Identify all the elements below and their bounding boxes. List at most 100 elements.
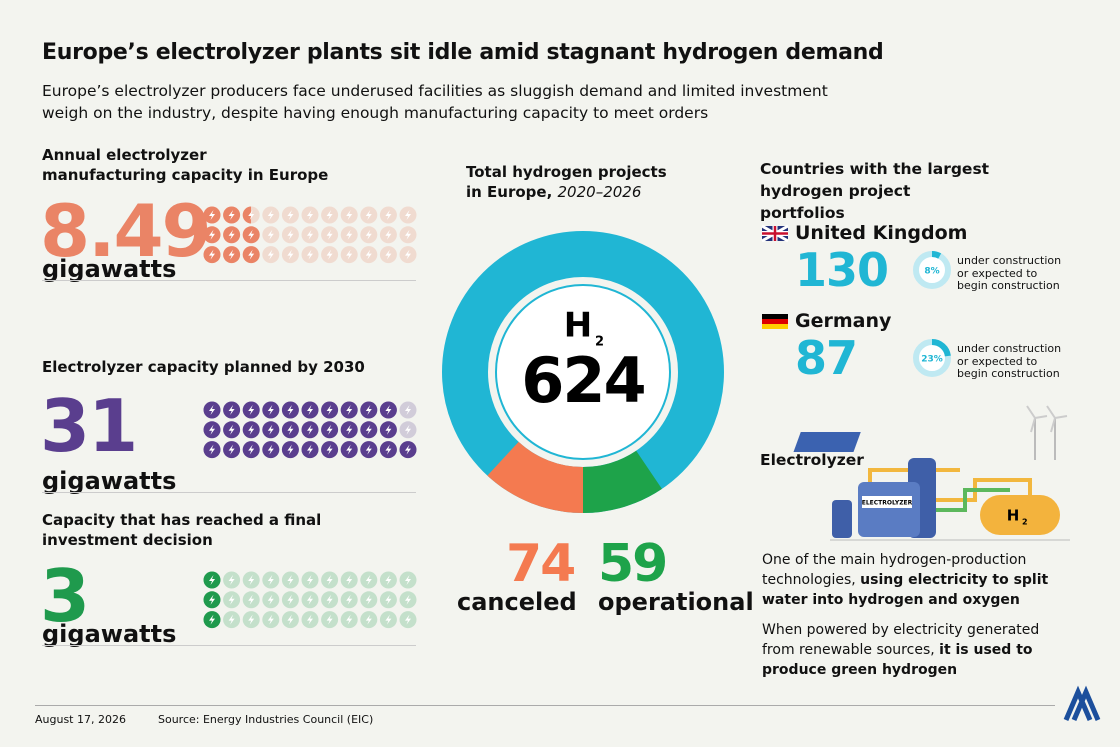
bolt [346, 444, 353, 455]
bolt [248, 424, 255, 435]
icon-filled [262, 401, 280, 419]
icon-filled [223, 246, 241, 264]
icon-filled [242, 401, 260, 419]
source: Source: Energy Industries Council (EIC) [158, 713, 374, 726]
capacity-unit: gigawatts [42, 255, 177, 283]
bolt [248, 229, 255, 240]
share-label: 8% [924, 267, 939, 277]
bolt [326, 614, 333, 625]
paragraph-text: When powered by electricity generated fr… [762, 622, 1040, 658]
projects-title: Total hydrogen projects in Europe, 2020–… [466, 162, 686, 202]
icon-filled [223, 421, 241, 439]
bolt [346, 210, 353, 220]
projects-title-text: Total hydrogen projects in Europe, [466, 163, 667, 201]
bolt [248, 614, 255, 625]
bolt [405, 444, 411, 455]
icon-filled [340, 401, 358, 419]
paragraphs: One of the main hydrogen-production tech… [762, 550, 1062, 680]
flag-stripe [762, 314, 788, 319]
bolt [287, 614, 294, 625]
subtitle: Europe’s electrolyzer producers face und… [42, 82, 828, 122]
icon-filled [203, 246, 221, 264]
panel [793, 432, 861, 452]
bolt [307, 210, 313, 220]
bolt [267, 594, 274, 605]
bolt [209, 594, 215, 605]
bolt [346, 405, 353, 415]
capacity-unit: gigawatts [42, 467, 177, 495]
icon-filled [340, 441, 358, 459]
electrolyzer [858, 482, 920, 537]
bolt [365, 614, 372, 625]
capacity-value: 31 [40, 384, 138, 468]
country-note: under construction or expected to begin … [957, 254, 1062, 292]
bolt [365, 424, 372, 435]
country-projects: 130 [795, 243, 889, 297]
bolt [326, 229, 333, 240]
total: 624 [521, 344, 644, 417]
bolt [287, 424, 294, 435]
icon-filled [203, 591, 221, 609]
icon-filled [321, 441, 339, 459]
projects-period: 2020–2026 [557, 183, 642, 201]
bolt [228, 210, 235, 220]
bolt [307, 424, 313, 435]
bolt [307, 444, 313, 455]
bolt [405, 594, 411, 605]
capacity-value: 3 [40, 554, 90, 638]
h2-tank [980, 495, 1060, 535]
capacity-value: 8.49 [40, 189, 212, 273]
paragraph: When powered by electricity generated fr… [762, 620, 1062, 680]
bolt [248, 249, 255, 260]
bolt [365, 229, 372, 240]
bolt [287, 594, 294, 605]
bolt [228, 575, 235, 585]
bolt [346, 614, 353, 625]
bolt [287, 229, 294, 240]
icon-filled [203, 611, 221, 629]
icon-filled [203, 226, 221, 244]
bolt [228, 229, 235, 240]
icon-filled [360, 421, 378, 439]
bolt [385, 594, 392, 605]
electrolyzer-title: Electrolyzer [760, 451, 864, 469]
bolt [228, 249, 235, 260]
bolt [346, 249, 353, 260]
icon-filled [379, 401, 397, 419]
bolt [365, 249, 372, 260]
donut-inner [495, 284, 671, 460]
icon-filled [242, 246, 260, 264]
pipe [920, 488, 1010, 512]
bolt [267, 575, 274, 585]
bolt [287, 575, 294, 585]
canceled-label: canceled [457, 588, 577, 616]
bolt [248, 405, 255, 415]
bolt [307, 229, 313, 240]
country-name: Germany [795, 310, 892, 332]
capacity-rule [42, 645, 416, 646]
icon-filled [281, 441, 299, 459]
operational-value: 59 [598, 534, 668, 594]
countries-title: Countries with the largest hydrogen proj… [760, 160, 990, 222]
icon-filled [242, 421, 260, 439]
icon-filled [399, 441, 417, 459]
illustration: ELECTROLYZER H 2 [793, 405, 1070, 541]
h2-label-sub: 2 [1022, 518, 1028, 527]
bolt [307, 405, 313, 415]
bolt [228, 614, 235, 625]
share-label: 23% [921, 355, 943, 365]
icon-filled [242, 441, 260, 459]
icon-filled [281, 401, 299, 419]
bolt [405, 575, 411, 585]
bolt [365, 210, 372, 220]
bolt [385, 424, 392, 435]
bolt [248, 594, 255, 605]
bolt [326, 594, 333, 605]
icon-filled [301, 441, 319, 459]
bolt [209, 444, 215, 455]
icon-filled [301, 401, 319, 419]
icon-filled [223, 401, 241, 419]
bolt [228, 405, 235, 415]
bolt [385, 614, 392, 625]
blades [1026, 405, 1048, 433]
